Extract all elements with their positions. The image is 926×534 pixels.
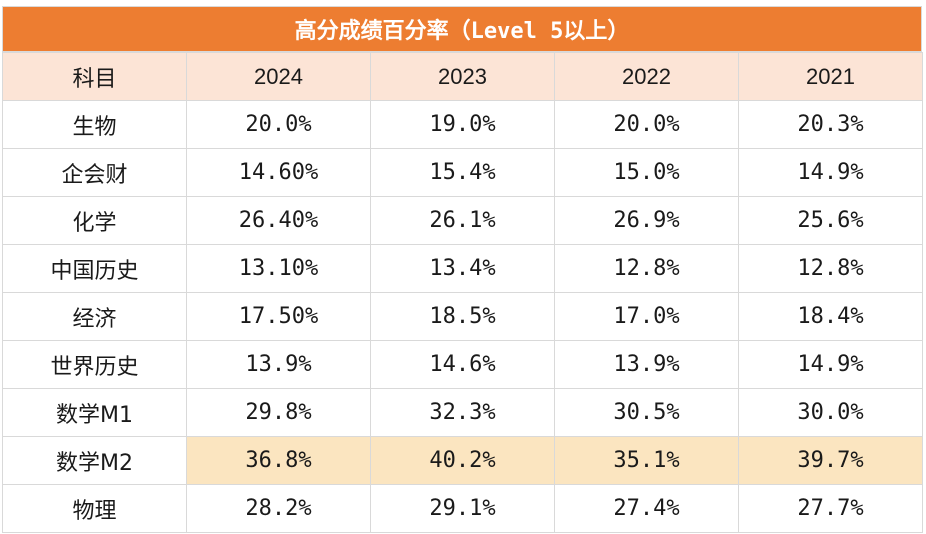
header-year-2024: 2024 (186, 52, 371, 101)
value-cell: 14.9% (738, 340, 923, 389)
score-table: 科目 2024 2023 2022 2021 生物 20.0% 19.0% 20.0%… (2, 52, 923, 533)
subject-cell: 物理 (2, 484, 187, 533)
value-cell: 19.0% (370, 100, 555, 149)
table-row: 世界历史 13.9% 14.6% 13.9% 14.9% (2, 340, 923, 389)
table-row: 物理 28.2% 29.1% 27.4% 27.7% (2, 484, 923, 533)
subject-cell: 化学 (2, 196, 187, 245)
table-body: 生物 20.0% 19.0% 20.0% 20.3% 企会财 14.60% 15.4% 15.0… (2, 100, 923, 533)
value-cell: 17.50% (186, 292, 371, 341)
value-cell: 13.4% (370, 244, 555, 293)
subject-cell: 世界历史 (2, 340, 187, 389)
header-year-2022: 2022 (554, 52, 739, 101)
value-cell: 13.10% (186, 244, 371, 293)
value-cell: 40.2% (370, 436, 555, 485)
value-cell: 14.9% (738, 148, 923, 197)
table-row: 中国历史 13.10% 13.4% 12.8% 12.8% (2, 244, 923, 293)
header-row: 科目 2024 2023 2022 2021 (2, 52, 923, 101)
table-title: 高分成绩百分率（Level 5以上） (2, 6, 922, 52)
value-cell: 18.5% (370, 292, 555, 341)
value-cell: 36.8% (186, 436, 371, 485)
header-year-2021: 2021 (738, 52, 923, 101)
value-cell: 15.4% (370, 148, 555, 197)
value-cell: 13.9% (186, 340, 371, 389)
value-cell: 13.9% (554, 340, 739, 389)
table-row: 数学M1 29.8% 32.3% 30.5% 30.0% (2, 388, 923, 437)
value-cell: 26.1% (370, 196, 555, 245)
value-cell: 27.4% (554, 484, 739, 533)
table-row: 数学M2 36.8% 40.2% 35.1% 39.7% (2, 436, 923, 485)
subject-cell: 生物 (2, 100, 187, 149)
subject-cell: 数学M2 (2, 436, 187, 485)
value-cell: 20.0% (186, 100, 371, 149)
table-row: 企会财 14.60% 15.4% 15.0% 14.9% (2, 148, 923, 197)
value-cell: 35.1% (554, 436, 739, 485)
value-cell: 30.5% (554, 388, 739, 437)
value-cell: 26.9% (554, 196, 739, 245)
subject-cell: 中国历史 (2, 244, 187, 293)
table-row: 生物 20.0% 19.0% 20.0% 20.3% (2, 100, 923, 149)
score-table-container: 高分成绩百分率（Level 5以上） 科目 2024 2023 2022 202… (2, 6, 923, 533)
value-cell: 39.7% (738, 436, 923, 485)
value-cell: 20.3% (738, 100, 923, 149)
value-cell: 14.6% (370, 340, 555, 389)
table-row: 经济 17.50% 18.5% 17.0% 18.4% (2, 292, 923, 341)
header-subject: 科目 (2, 52, 187, 101)
value-cell: 32.3% (370, 388, 555, 437)
value-cell: 25.6% (738, 196, 923, 245)
value-cell: 29.1% (370, 484, 555, 533)
subject-cell: 经济 (2, 292, 187, 341)
value-cell: 28.2% (186, 484, 371, 533)
value-cell: 17.0% (554, 292, 739, 341)
value-cell: 14.60% (186, 148, 371, 197)
value-cell: 12.8% (554, 244, 739, 293)
subject-cell: 数学M1 (2, 388, 187, 437)
subject-cell: 企会财 (2, 148, 187, 197)
value-cell: 12.8% (738, 244, 923, 293)
table-row: 化学 26.40% 26.1% 26.9% 25.6% (2, 196, 923, 245)
value-cell: 26.40% (186, 196, 371, 245)
value-cell: 30.0% (738, 388, 923, 437)
value-cell: 27.7% (738, 484, 923, 533)
value-cell: 29.8% (186, 388, 371, 437)
value-cell: 18.4% (738, 292, 923, 341)
value-cell: 15.0% (554, 148, 739, 197)
header-year-2023: 2023 (370, 52, 555, 101)
value-cell: 20.0% (554, 100, 739, 149)
